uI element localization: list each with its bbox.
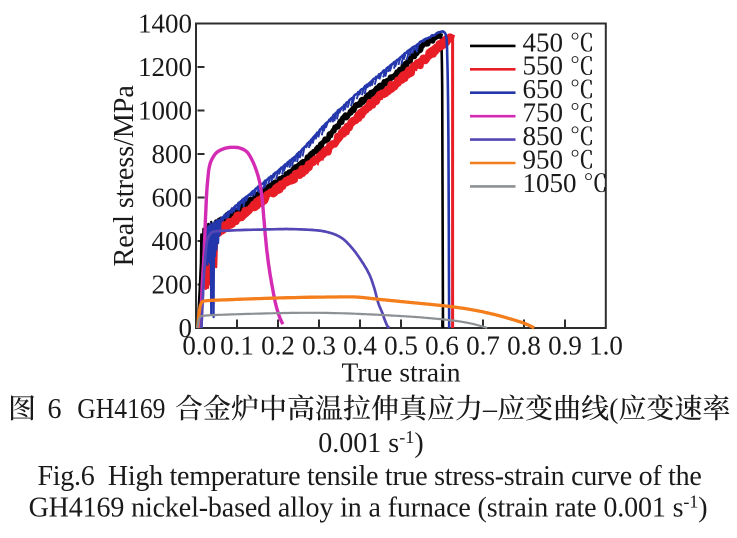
- svg-text:0.001 s-1): 0.001 s-1): [318, 427, 423, 459]
- svg-text:0.3: 0.3: [302, 331, 336, 361]
- svg-text:400: 400: [152, 226, 193, 256]
- svg-text:GH4169 nickel-based alloy in a: GH4169 nickel-based alloy in a furnace (…: [29, 492, 708, 524]
- svg-text:(: (: [609, 394, 618, 425]
- svg-text:0: 0: [179, 313, 193, 343]
- svg-text:0.5: 0.5: [384, 331, 418, 361]
- svg-text:600: 600: [152, 183, 193, 213]
- svg-text:0.7: 0.7: [466, 331, 500, 361]
- svg-text:0.4: 0.4: [343, 331, 377, 361]
- svg-text:650: 650: [523, 74, 564, 104]
- svg-text:950: 950: [523, 144, 564, 174]
- svg-text:GH4169: GH4169: [77, 394, 165, 425]
- svg-text:Fig.6 High temperature tensil: Fig.6 High temperature tensile true stre…: [37, 461, 701, 492]
- svg-text:6: 6: [48, 394, 62, 425]
- svg-text:1050: 1050: [523, 168, 577, 198]
- svg-text:1.0: 1.0: [589, 331, 623, 361]
- svg-text:750: 750: [523, 98, 564, 128]
- svg-text:–: –: [482, 394, 498, 425]
- svg-text:1000: 1000: [138, 96, 192, 126]
- svg-text:0.6: 0.6: [425, 331, 459, 361]
- svg-text:0.8: 0.8: [507, 331, 541, 361]
- svg-text:800: 800: [152, 139, 193, 169]
- svg-text:0.9: 0.9: [548, 331, 582, 361]
- svg-text:True strain: True strain: [342, 357, 461, 388]
- svg-text:850: 850: [523, 121, 564, 151]
- svg-text:550: 550: [523, 51, 564, 81]
- svg-text:1400: 1400: [138, 9, 192, 39]
- svg-text:200: 200: [152, 270, 193, 300]
- svg-text:450: 450: [523, 27, 564, 57]
- svg-text:Real stress/MPa: Real stress/MPa: [109, 85, 140, 267]
- svg-text:0.2: 0.2: [261, 331, 295, 361]
- svg-text:1200: 1200: [138, 52, 192, 82]
- svg-text:0.0: 0.0: [182, 331, 216, 361]
- svg-text:0.1: 0.1: [220, 331, 254, 361]
